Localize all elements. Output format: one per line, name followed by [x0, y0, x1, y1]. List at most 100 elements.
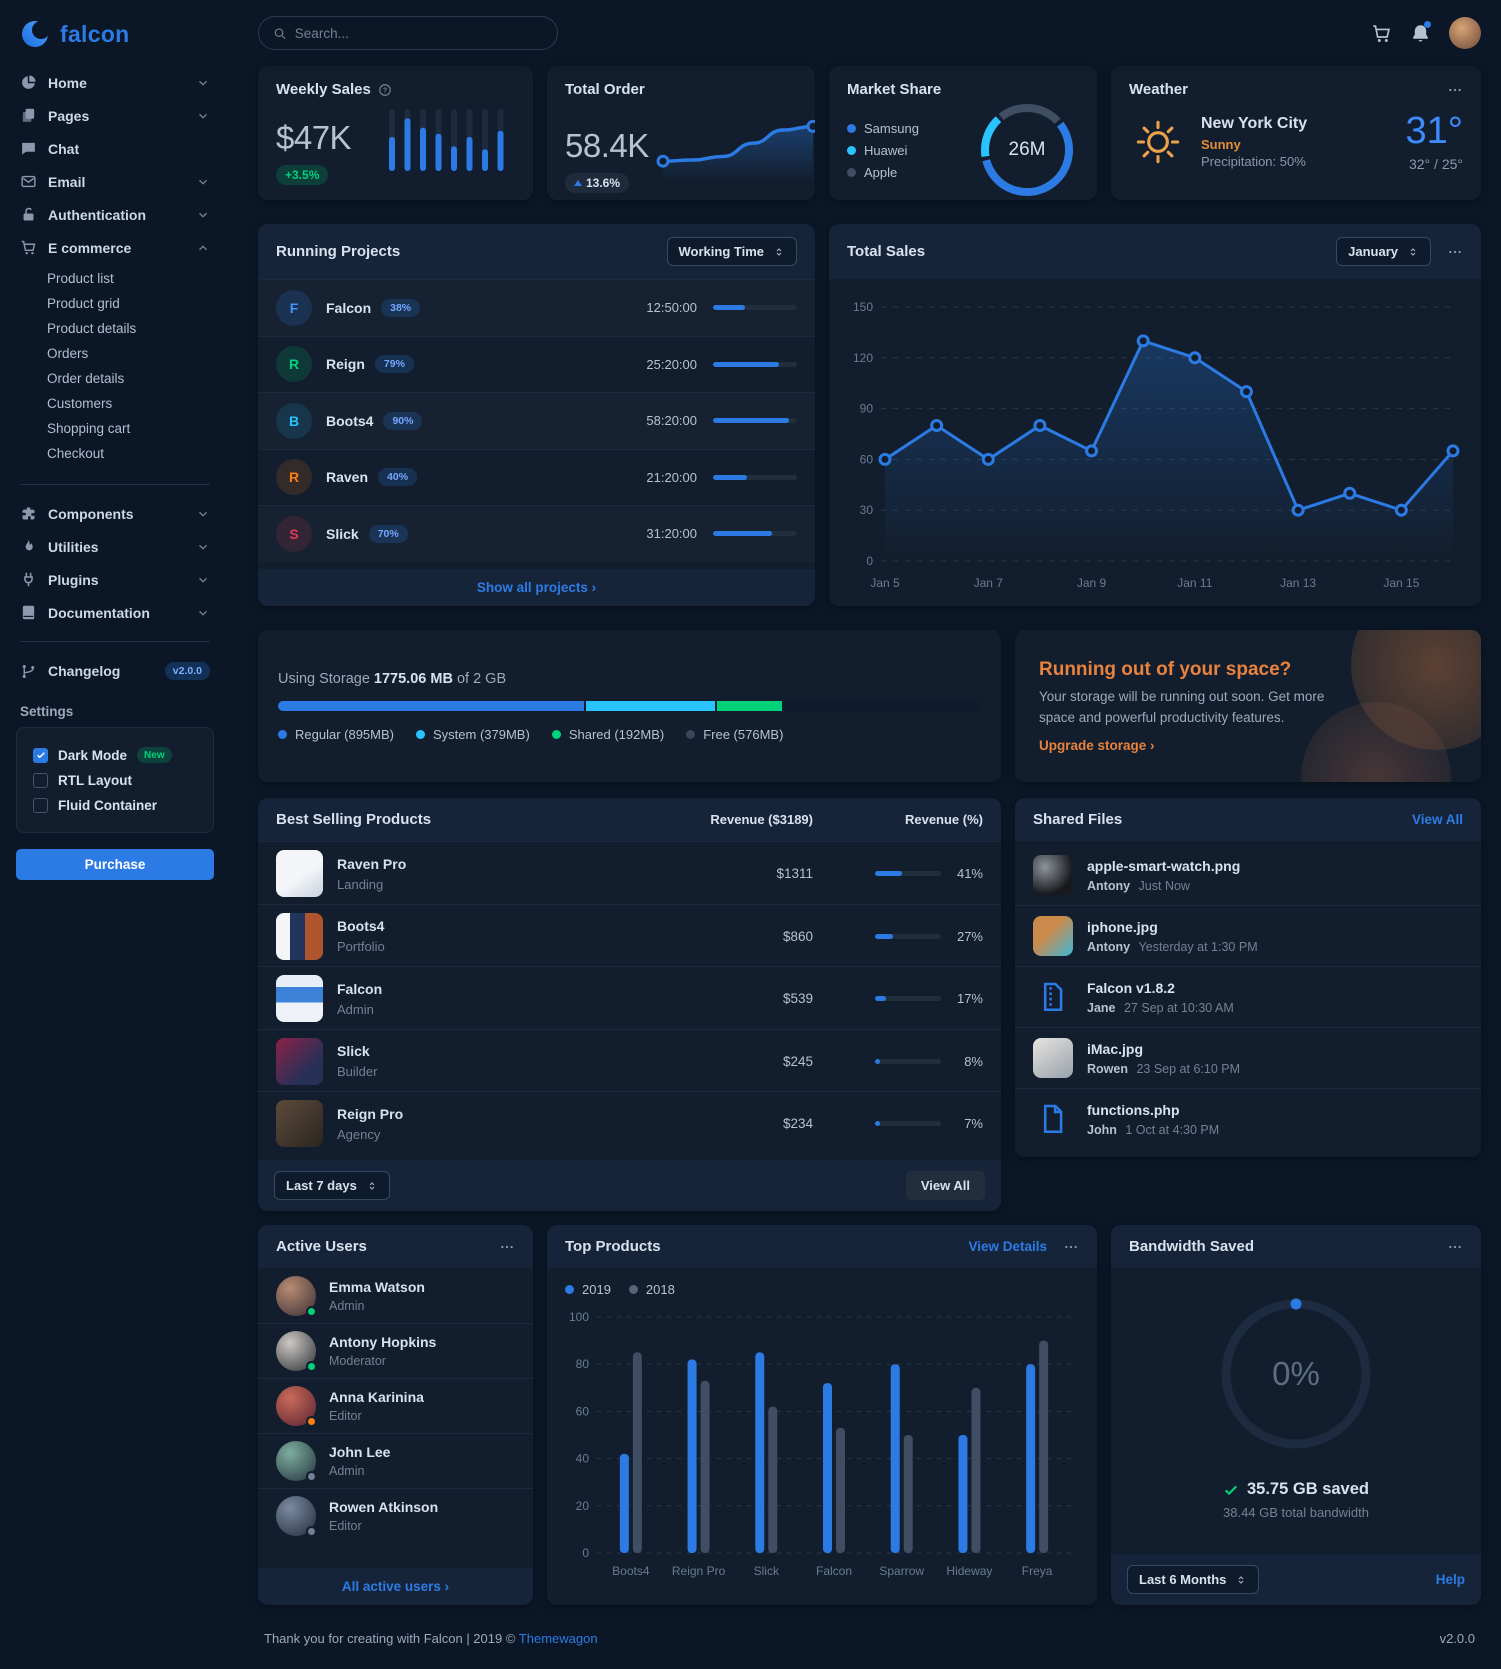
shared-file-row[interactable]: iphone.jpg Antony Yesterday at 1:30 PM [1015, 905, 1481, 966]
sidebar-item-utilities[interactable]: Utilities [0, 530, 230, 563]
shared-file-row[interactable]: iMac.jpg Rowen 23 Sep at 6:10 PM [1015, 1027, 1481, 1088]
notifications-button[interactable] [1410, 20, 1431, 44]
shared-file-row[interactable]: functions.php John 1 Oct at 4:30 PM [1015, 1088, 1481, 1149]
file-name[interactable]: functions.php [1087, 1101, 1180, 1118]
project-name[interactable]: Raven [326, 469, 369, 486]
sidebar-item-chat[interactable]: Chat [0, 132, 230, 165]
user-avatar[interactable] [1449, 17, 1481, 49]
product-name[interactable]: Reign Pro [337, 1105, 404, 1122]
user-name[interactable]: Anna Karinina [329, 1389, 424, 1405]
product-name[interactable]: Raven Pro [337, 855, 407, 872]
sidebar-item-plugins[interactable]: Plugins [0, 563, 230, 596]
sidebar-item-e-commerce[interactable]: E commerce [0, 231, 230, 264]
sidebar-subitem-shopping-cart[interactable]: Shopping cart [47, 421, 131, 436]
active-user-row[interactable]: Antony Hopkins Moderator [258, 1323, 533, 1378]
total-sales-menu-button[interactable] [1447, 244, 1463, 260]
file-name[interactable]: apple-smart-watch.png [1087, 857, 1241, 874]
upgrade-storage-link[interactable]: Upgrade storage › [1039, 737, 1155, 753]
help-tooltip-button[interactable]: ? [378, 83, 392, 97]
user-avatar [276, 1275, 317, 1317]
checkbox-unchecked-icon[interactable] [33, 773, 48, 788]
legend-item-2019[interactable]: 2019 [565, 1282, 611, 1297]
project-name[interactable]: Reign [326, 356, 365, 373]
themewagon-link[interactable]: Themewagon [518, 1631, 598, 1646]
status-dot [306, 1471, 317, 1482]
user-name[interactable]: John Lee [329, 1444, 391, 1460]
working-time-select[interactable]: Working Time [666, 237, 797, 266]
show-all-projects-link[interactable]: Show all projects › [476, 580, 597, 595]
bandwidth-menu-button[interactable] [1447, 1239, 1463, 1255]
setting-dark-mode[interactable]: Dark Mode New [33, 742, 197, 768]
svg-text:150: 150 [853, 300, 873, 314]
last-7-days-select[interactable]: Last 7 days [274, 1171, 390, 1200]
file-name[interactable]: iMac.jpg [1087, 1040, 1144, 1057]
project-name[interactable]: Falcon [326, 299, 372, 316]
weekly-sales-card: Weekly Sales ? $47K +3.5% [258, 66, 533, 200]
brand-logo[interactable]: falcon [0, 14, 230, 66]
sidebar-subitem-product-grid[interactable]: Product grid [47, 296, 120, 311]
product-name[interactable]: Boots4 [337, 918, 385, 934]
view-details-link[interactable]: View Details [968, 1239, 1047, 1254]
sidebar-item-pages[interactable]: Pages [0, 99, 230, 132]
svg-text:90: 90 [860, 402, 874, 416]
navbar-actions [1371, 17, 1481, 49]
active-user-row[interactable]: Emma Watson Admin [258, 1268, 533, 1323]
sidebar-subitem-checkout[interactable]: Checkout [47, 446, 105, 461]
legend-item-samsung: Samsung [847, 121, 919, 136]
sidebar-item-home[interactable]: Home [0, 66, 230, 99]
sidebar-subitem-order-details[interactable]: Order details [47, 371, 125, 386]
sidebar-subitem-product-details[interactable]: Product details [47, 321, 137, 336]
product-name[interactable]: Slick [337, 1043, 370, 1059]
view-all-button[interactable]: View All [905, 1171, 985, 1200]
legend-item-2018[interactable]: 2018 [628, 1282, 675, 1297]
project-time: 58:20:00 [646, 413, 697, 429]
sidebar-subitem-product-list[interactable]: Product list [47, 271, 114, 286]
checkbox-checked-icon[interactable] [33, 747, 48, 763]
weather-menu-button[interactable] [1447, 82, 1463, 98]
month-select[interactable]: January [1336, 237, 1431, 266]
storage-legend-system-379mb: System (379MB) [416, 727, 530, 742]
search-box[interactable] [258, 16, 558, 50]
project-name[interactable]: Boots4 [326, 412, 374, 429]
file-name[interactable]: Falcon v1.8.2 [1087, 979, 1175, 996]
shared-files-view-all-link[interactable]: View All [1411, 812, 1463, 827]
all-active-users-link[interactable]: All active users › [341, 1579, 450, 1594]
storage-legend-free-576mb: Free (576MB) [686, 727, 783, 742]
checkbox-unchecked-icon[interactable] [33, 798, 48, 813]
svg-text:Sparrow: Sparrow [879, 1564, 924, 1578]
purchase-button[interactable]: Purchase [16, 849, 214, 880]
user-name[interactable]: Antony Hopkins [329, 1334, 437, 1350]
search-input[interactable] [294, 25, 543, 41]
product-name[interactable]: Falcon [337, 980, 383, 997]
help-link[interactable]: Help [1435, 1572, 1465, 1587]
sidebar-item-components[interactable]: Components [0, 497, 230, 530]
user-name[interactable]: Rowen Atkinson [329, 1499, 439, 1515]
user-name[interactable]: Emma Watson [329, 1278, 425, 1295]
sidebar-item-changelog[interactable]: Changelog v2.0.0 [0, 654, 230, 688]
setting-fluid-container[interactable]: Fluid Container [33, 793, 197, 818]
product-revenue: $1311 [776, 866, 813, 881]
sidebar-item-authentication[interactable]: Authentication [0, 198, 230, 231]
sidebar-item-email[interactable]: Email [0, 165, 230, 198]
cart-icon [1373, 24, 1390, 42]
project-name[interactable]: Slick [326, 525, 359, 542]
setting-rtl-layout[interactable]: RTL Layout [33, 768, 197, 793]
top-products-menu-button[interactable] [1063, 1239, 1079, 1255]
file-thumbnail [1033, 916, 1073, 956]
sidebar-item-documentation[interactable]: Documentation [0, 596, 230, 629]
shared-file-row[interactable]: Falcon v1.8.2 Jane 27 Sep at 10:30 AM [1015, 966, 1481, 1027]
project-time: 25:20:00 [646, 356, 697, 372]
shared-file-row[interactable]: apple-smart-watch.png Antony Just Now [1015, 845, 1481, 905]
sidebar-subitem-customers[interactable]: Customers [47, 396, 113, 411]
file-name[interactable]: iphone.jpg [1087, 918, 1158, 935]
active-user-row[interactable]: Rowen Atkinson Editor [258, 1488, 533, 1543]
cart-button[interactable] [1371, 23, 1392, 44]
user-role: Editor [329, 1519, 362, 1533]
active-user-row[interactable]: John Lee Admin [258, 1433, 533, 1488]
active-users-menu-button[interactable] [499, 1239, 515, 1255]
project-percent-badge: 70% [368, 524, 408, 543]
last-6-months-select[interactable]: Last 6 Months [1127, 1565, 1260, 1594]
active-user-row[interactable]: Anna Karinina Editor [258, 1378, 533, 1433]
product-revenue-percent: 27% [813, 929, 983, 944]
sidebar-subitem-orders[interactable]: Orders [47, 346, 89, 361]
